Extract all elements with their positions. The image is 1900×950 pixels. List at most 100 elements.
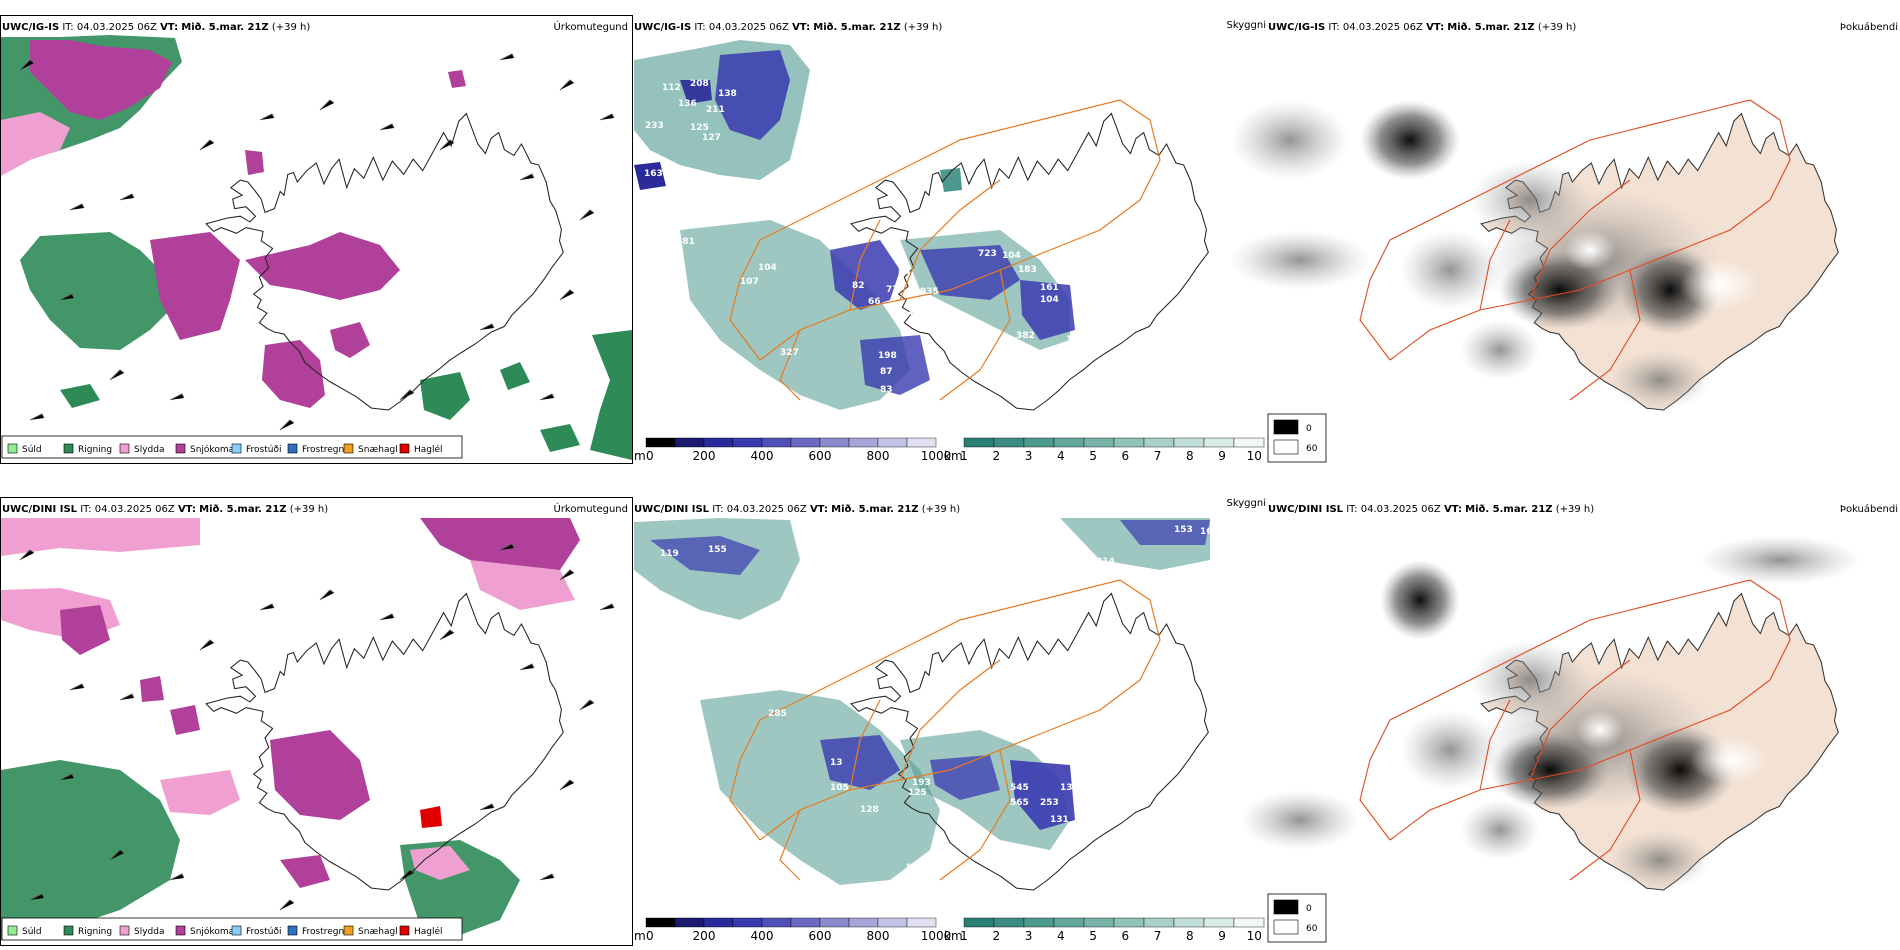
cloud-base-label: 127 (702, 133, 721, 143)
colorbar-tick: 1000 (921, 449, 952, 463)
colorbar-tick: 8 (1186, 929, 1194, 943)
roads (1359, 99, 1791, 401)
colorbar-cell (674, 437, 705, 448)
colorbar-tick: 400 (751, 449, 774, 463)
cloud-base-label: 172 (930, 385, 949, 395)
cloud-base-label: 279 (936, 309, 955, 319)
colorbar-cell (732, 437, 763, 448)
cloud-base-label: 163 (644, 169, 663, 179)
cloud-base-label: 198 (878, 351, 897, 361)
cloud-base-label: 162 (1200, 527, 1219, 537)
legend-swatch (7, 925, 18, 936)
cloud-base-label: 88 (906, 863, 919, 873)
cloud-base-label: 193 (912, 778, 931, 788)
cloud-base-label: 104 (758, 263, 777, 273)
legend-swatch (231, 925, 242, 936)
legend-label: Snæhagl (358, 445, 398, 455)
row-2: UWC/DINI ISL IT: 04.03.2025 06Z VT: Mið.… (0, 497, 1898, 946)
cloud-base-panel-1: UWC/IG-IS IT: 04.03.2025 06Z VT: Mið. 5.… (634, 22, 1265, 463)
precip-areas (1, 518, 580, 940)
cloud-fields (634, 40, 1075, 410)
cloud-title: Skyggni (1226, 498, 1266, 509)
fog-legend-label: 0 (1306, 904, 1312, 914)
colorbar-tick: 4 (1057, 449, 1065, 463)
colorbar-km: km1 2 3 4 5 6 7 8 9 10 (944, 917, 1265, 943)
colorbar-tick: 7 (1154, 929, 1162, 943)
colorbar-unit: km (944, 929, 963, 943)
fog-title: Þokuábendi (1840, 503, 1898, 515)
cloud-base-label: 96 (952, 827, 965, 837)
colorbar-cell (1053, 917, 1085, 928)
colorbar-tick: 400 (751, 929, 774, 943)
colorbar-cell (963, 917, 995, 928)
legend-label: Snjókoma (190, 926, 234, 937)
cloud-base-label: 128 (860, 805, 879, 815)
colorbar-cell (1113, 437, 1145, 448)
colorbar-cell (1173, 437, 1205, 448)
colorbar-cell (848, 917, 879, 928)
cloud-base-label: 211 (706, 105, 725, 115)
legend-label: Súld (22, 445, 42, 455)
fog-panel-1: Skyggni UWC/IG-IS IT: 04.03.2025 06Z VT:… (1226, 20, 1898, 463)
cloud-base-label: 87 (880, 367, 893, 377)
roads (729, 99, 1161, 401)
colorbar-tick: 600 (809, 449, 832, 463)
colorbar-tick: 1000 (921, 929, 952, 943)
colorbar-tick: 1 (960, 929, 968, 943)
cloud-base-label: 448 (1066, 835, 1085, 845)
colorbar-cell (1203, 437, 1235, 448)
cloud-base-label: 128 (670, 825, 689, 835)
cloud-base-label: 132 (1060, 783, 1079, 793)
legend-label: Súld (22, 927, 42, 937)
colorbar-cell (877, 437, 908, 448)
colorbar-tick: 3 (1025, 929, 1033, 943)
cloud-base-label: 105 (830, 783, 849, 793)
colorbar-cell (1053, 437, 1085, 448)
colorbar-cell (906, 437, 937, 448)
colorbar-cell (1083, 437, 1115, 448)
panel-title: UWC/IG-IS IT: 04.03.2025 06Z VT: Mið. 5.… (634, 22, 942, 33)
cloud-base-label: 153 (1174, 525, 1193, 535)
colorbar-tick: 0 (646, 929, 654, 943)
cloud-base-label: 13 (830, 758, 843, 768)
legend-swatch (63, 925, 74, 936)
cloud-base-label: 233 (645, 121, 664, 131)
cloud-base-label: 118 (718, 621, 737, 631)
fog-legend-label: 60 (1306, 924, 1318, 934)
legend-swatch (175, 925, 186, 936)
colorbar-m: m 0 200 400 600 800 1000 (634, 917, 952, 943)
panel-title: UWC/IG-IS IT: 04.03.2025 06Z VT: Mið. 5.… (1268, 22, 1576, 33)
legend-swatch (343, 443, 354, 454)
colorbar-m: m 0 200 400 600 800 1000 (634, 437, 952, 463)
colorbar-cell (1083, 917, 1115, 928)
colorbar-cell (1203, 917, 1235, 928)
cloud-base-label: 382 (1016, 331, 1035, 341)
legend-label: Snæhagl (358, 927, 398, 937)
colorbar-cell (1233, 437, 1265, 448)
legend-swatch (7, 443, 18, 454)
colorbar-cell (1113, 917, 1145, 928)
legend-label: Snjókoma (190, 444, 234, 455)
legend-label: Rigning (78, 445, 112, 455)
cloud-base-label: 208 (690, 79, 709, 89)
cloud-base-label: 131 (1050, 815, 1069, 825)
cloud-base-label: 253 (1040, 798, 1059, 808)
colorbar-cell (1023, 437, 1055, 448)
fog-legend-label: 60 (1306, 444, 1318, 454)
colorbar-cell (819, 437, 850, 448)
fog-title: Þokuábendi (1840, 21, 1898, 33)
colorbar-unit: m (634, 929, 646, 943)
precip-legend: Súld Rigning Slydda Snjókoma Frostúði Frostre… (1, 435, 463, 459)
cloud-base-label: 314 (1096, 557, 1115, 567)
fog-field (1380, 560, 1770, 890)
cloud-base-label: 145 (672, 323, 691, 333)
fog-legend-swatch (1273, 919, 1299, 935)
colorbar-cell (645, 437, 676, 448)
legend-label: Haglél (414, 926, 443, 937)
legend-swatch (231, 443, 242, 454)
colorbar-cell (963, 437, 995, 448)
colorbar-cell (993, 917, 1025, 928)
colorbar-cell (674, 917, 705, 928)
